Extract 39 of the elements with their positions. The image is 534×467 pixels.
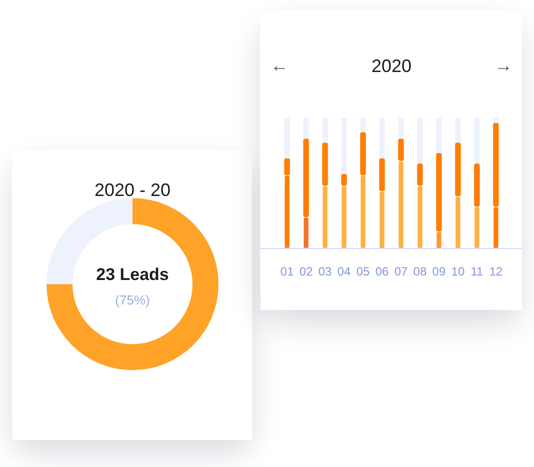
bar [474, 164, 480, 207]
bar [398, 118, 404, 139]
x-tick-label: 03 [318, 264, 332, 278]
bar [474, 118, 480, 164]
bar [341, 118, 347, 174]
bar [360, 118, 366, 132]
x-tick-label: 02 [299, 264, 314, 278]
bar [379, 158, 385, 191]
bar [284, 118, 290, 158]
bar [417, 164, 423, 186]
x-tick-label: 12 [489, 264, 503, 278]
x-tick-label: 04 [337, 264, 352, 278]
x-tick-label: 08 [413, 264, 427, 278]
bar [455, 142, 461, 196]
x-tick-label: 05 [356, 264, 370, 278]
text: ← [270, 55, 288, 76]
text: → [494, 55, 513, 76]
x-tick-label: 10 [451, 264, 465, 278]
x-tick-label: 09 [432, 264, 446, 278]
bar [398, 138, 404, 161]
text: (75%) [115, 292, 150, 308]
chart-title: 2020 [371, 56, 412, 76]
bar [360, 132, 366, 176]
bar [322, 142, 328, 186]
x-tick-label: 01 [280, 264, 294, 278]
bar [417, 118, 423, 164]
bar [341, 174, 347, 186]
x-tick-label: 11 [470, 264, 484, 278]
bar [455, 118, 461, 143]
x-tick-label: 07 [394, 264, 408, 278]
bar [303, 138, 309, 218]
x-tick-label: 06 [375, 264, 390, 278]
bar [436, 153, 442, 232]
bar [303, 118, 309, 139]
chart-title: 2020 - 20 [94, 180, 171, 200]
bar [436, 118, 442, 154]
bar [379, 118, 385, 158]
bar [322, 118, 328, 143]
text: 23 Leads [96, 265, 169, 284]
